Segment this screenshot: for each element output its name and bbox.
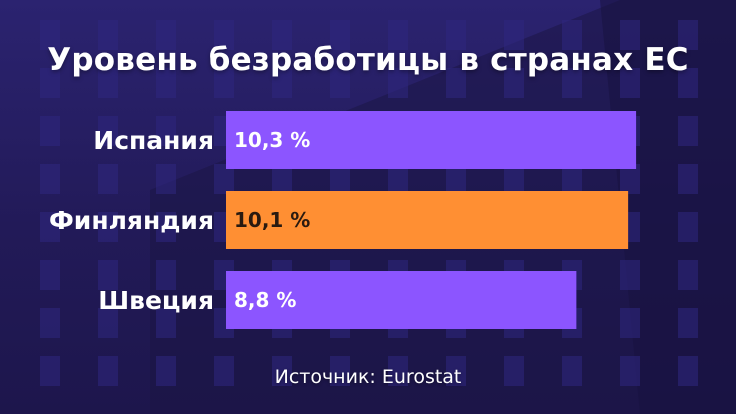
window-shape [678,116,698,146]
bar [226,191,629,249]
bar [226,271,577,329]
window-shape [620,260,640,290]
window-shape [446,68,466,98]
window-shape [156,164,176,194]
window-shape [330,164,350,194]
window-shape [40,164,60,194]
window-shape [620,68,640,98]
window-shape [388,356,408,386]
window-shape [562,164,582,194]
window-shape [156,212,176,242]
window-shape [504,68,524,98]
window-shape [388,68,408,98]
window-shape [40,116,60,146]
window-shape [98,20,118,50]
window-shape [156,308,176,338]
window-shape [98,116,118,146]
window-shape [620,356,640,386]
window-shape [40,308,60,338]
window-shape [446,20,466,50]
window-shape [272,68,292,98]
window-shape [330,20,350,50]
window-shape [562,356,582,386]
window-shape [562,68,582,98]
window-shape [98,308,118,338]
window-shape [446,356,466,386]
window-shape [156,20,176,50]
window-shape [504,356,524,386]
bar [226,111,637,169]
window-shape [98,356,118,386]
category-label: Испания [93,126,214,155]
value-label: 10,1 % [234,208,310,232]
window-shape [678,164,698,194]
window-shape [40,356,60,386]
window-shape [504,164,524,194]
window-shape [504,20,524,50]
window-shape [40,68,60,98]
window-shape [214,356,234,386]
window-shape [98,260,118,290]
window-shape [40,20,60,50]
window-shape [388,164,408,194]
category-label: Швеция [98,286,214,315]
window-shape [620,164,640,194]
window-shape [272,20,292,50]
category-label: Финляндия [49,206,214,235]
value-label: 8,8 % [234,288,296,312]
window-shape [98,164,118,194]
window-shape [272,356,292,386]
window-shape [388,20,408,50]
value-label: 10,3 % [234,128,310,152]
window-shape [40,212,60,242]
window-shape [98,212,118,242]
window-shape [678,356,698,386]
window-shape [272,164,292,194]
window-shape [678,68,698,98]
window-shape [214,20,234,50]
window-shape [156,116,176,146]
source-note: Источник: Eurostat [274,366,462,388]
window-shape [214,68,234,98]
window-shape [330,68,350,98]
window-shape [620,20,640,50]
window-shape [98,68,118,98]
window-shape [40,260,60,290]
window-shape [678,260,698,290]
chart-title: Уровень безработицы в странах ЕС [47,42,689,78]
window-shape [156,68,176,98]
window-shape [446,164,466,194]
window-shape [156,356,176,386]
window-shape [678,212,698,242]
window-shape [620,308,640,338]
window-shape [156,260,176,290]
window-shape [330,356,350,386]
window-shape [678,308,698,338]
window-shape [214,164,234,194]
window-shape [678,20,698,50]
window-shape [562,20,582,50]
